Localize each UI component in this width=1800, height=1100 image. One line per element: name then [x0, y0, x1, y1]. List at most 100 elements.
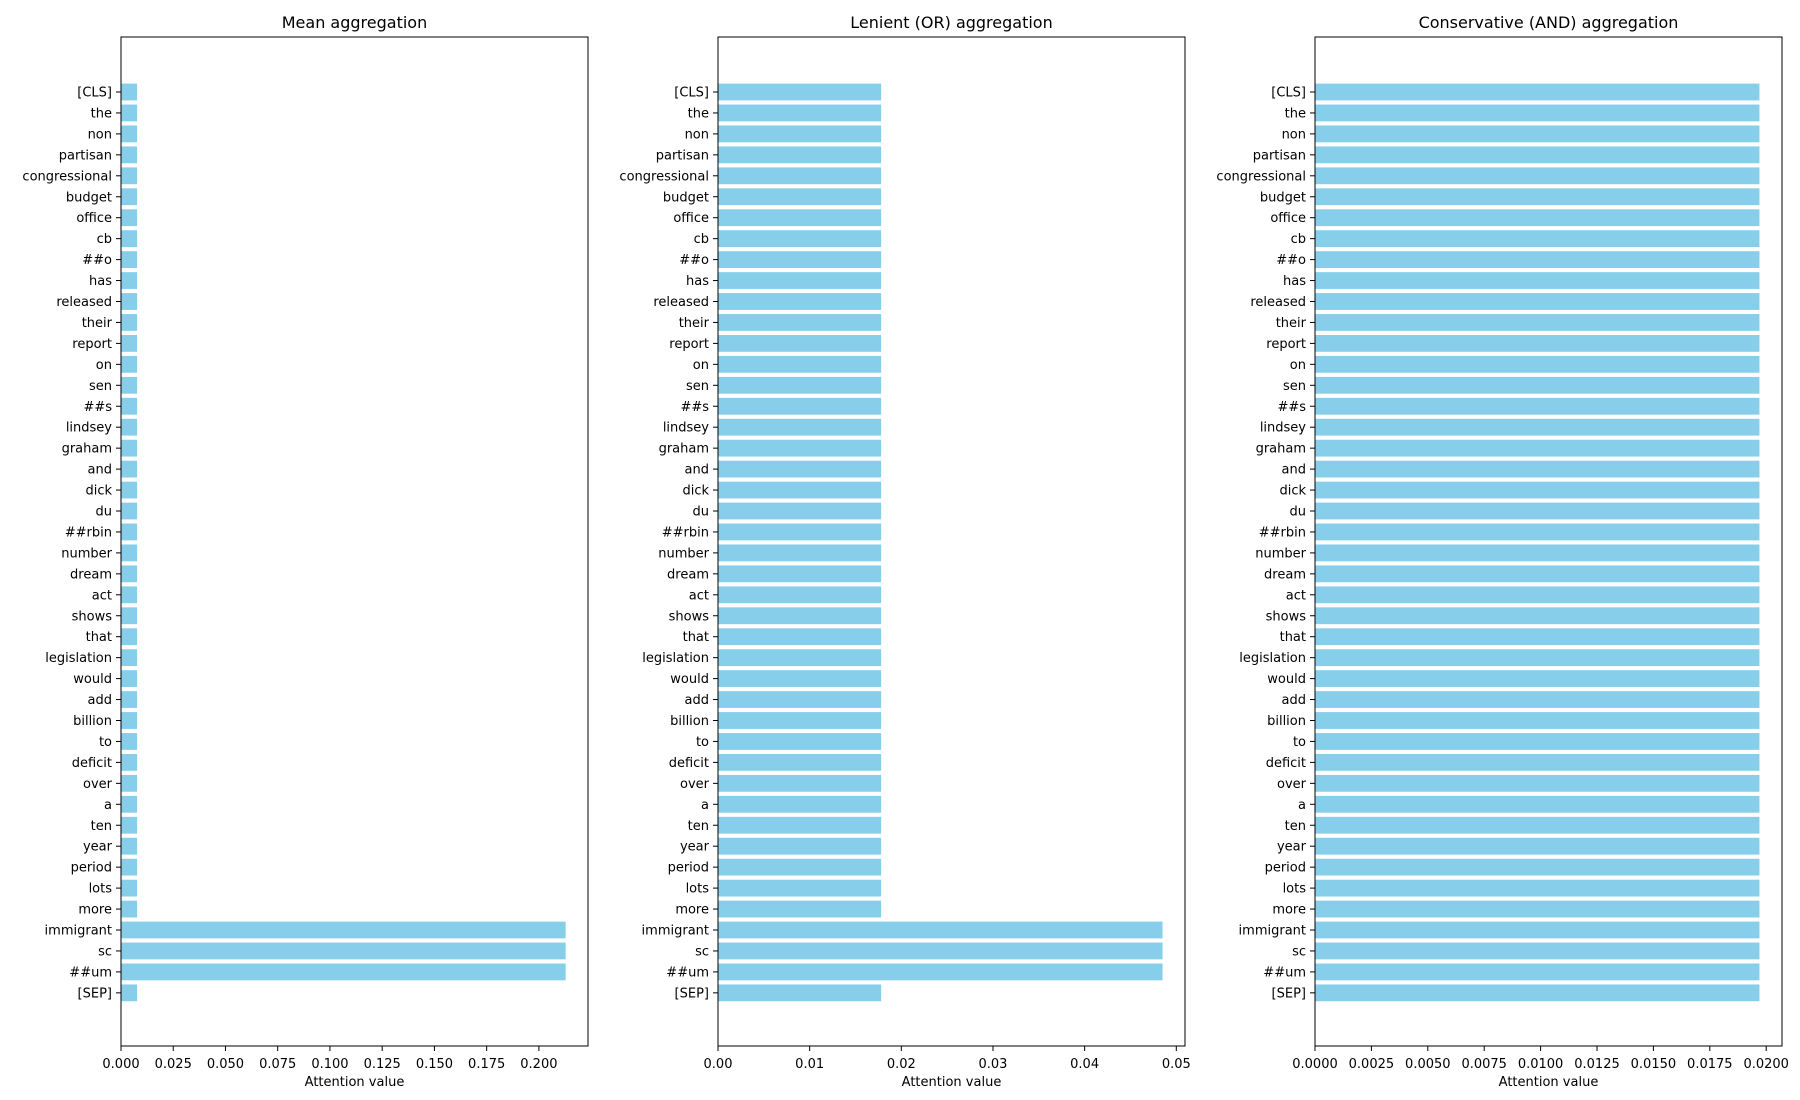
bar-shows [121, 607, 138, 625]
bar-would [718, 670, 882, 687]
y-tick-label: and [1282, 463, 1306, 478]
y-tick-label: on [96, 358, 112, 373]
y-tick-label: released [1250, 295, 1306, 310]
y-tick-label: deficit [1266, 756, 1306, 771]
bar-a [1315, 795, 1760, 813]
y-tick-label: the [91, 106, 112, 121]
bar-dick [121, 481, 138, 499]
y-tick-label: shows [72, 609, 113, 624]
bar-over [1315, 774, 1760, 792]
y-tick-label: on [693, 358, 709, 373]
y-tick-label: year [83, 840, 113, 855]
y-tick-label: report [1266, 337, 1306, 352]
bar-ten [121, 816, 138, 834]
y-tick-label: lindsey [663, 421, 709, 436]
y-tick-label: partisan [656, 148, 709, 163]
y-tick-label: number [1255, 546, 1306, 561]
y-tick-label: add [685, 693, 709, 708]
bar-deficit [1315, 754, 1760, 771]
bar-and [121, 460, 138, 478]
x-tick-label: 0.0150 [1631, 1057, 1677, 1072]
y-tick-label: non [685, 127, 709, 142]
y-tick-label: ##um [1263, 965, 1306, 980]
y-tick-label: [CLS] [1271, 86, 1306, 101]
bar-that [121, 628, 138, 646]
bar-cls [1315, 83, 1760, 101]
bar-the [1315, 104, 1760, 122]
y-tick-label: would [1267, 672, 1306, 687]
y-tick-label: du [1290, 505, 1307, 520]
bar-o [121, 251, 138, 268]
bar-sep [1315, 984, 1760, 1002]
bar-to [121, 733, 138, 750]
y-tick-label: billion [73, 714, 112, 729]
y-tick-label: du [693, 505, 710, 520]
y-tick-label: period [1265, 861, 1306, 876]
bar-their [718, 314, 882, 331]
y-tick-label: ##s [1277, 400, 1306, 415]
bar-has [1315, 272, 1760, 289]
bar-deficit [718, 754, 882, 771]
y-tick-label: budget [1260, 190, 1306, 205]
bar-that [718, 628, 882, 646]
y-tick-label: more [1272, 903, 1306, 918]
bar-rbin [121, 523, 138, 541]
x-tick-label: 0.0050 [1405, 1057, 1451, 1072]
bar-number [1315, 544, 1760, 562]
bar-more [1315, 900, 1760, 918]
y-tick-label: sc [98, 944, 112, 959]
bar-non [718, 125, 882, 143]
bar-more [121, 900, 138, 918]
bar-lots [121, 879, 138, 897]
bar-has [121, 272, 138, 289]
y-tick-label: billion [670, 714, 709, 729]
y-tick-label: non [1282, 127, 1306, 142]
x-tick-label: 0.04 [1070, 1057, 1099, 1072]
bar-legislation [121, 649, 138, 667]
bar-dream [121, 565, 138, 583]
y-tick-label: shows [669, 609, 710, 624]
y-tick-label: dick [682, 484, 709, 499]
bar-du [121, 502, 138, 520]
y-tick-label: du [96, 505, 113, 520]
bar-cb [718, 230, 882, 248]
y-tick-label: that [1280, 630, 1306, 645]
y-tick-label: and [88, 463, 112, 478]
y-tick-label: ##s [680, 400, 709, 415]
bar-add [718, 691, 882, 708]
bar-cls [121, 83, 138, 101]
y-tick-label: graham [1256, 442, 1306, 457]
y-tick-label: immigrant [45, 924, 112, 939]
y-tick-label: non [88, 127, 112, 142]
x-tick-label: 0.050 [207, 1057, 244, 1072]
x-tick-label: 0.0100 [1518, 1057, 1564, 1072]
bar-immigrant [121, 921, 566, 939]
y-tick-label: and [685, 463, 709, 478]
y-tick-label: cb [694, 232, 709, 247]
y-tick-label: lots [89, 882, 113, 897]
bar-graham [718, 439, 882, 457]
x-tick-label: 0.0200 [1743, 1057, 1789, 1072]
bar-report [718, 335, 882, 352]
y-tick-label: their [1276, 316, 1307, 331]
y-tick-label: congressional [22, 169, 112, 184]
y-tick-label: budget [66, 190, 112, 205]
y-tick-label: immigrant [1239, 924, 1306, 939]
y-tick-label: a [104, 798, 112, 813]
x-tick-label: 0.0125 [1574, 1057, 1620, 1072]
x-tick-label: 0.150 [416, 1057, 453, 1072]
y-tick-label: [CLS] [77, 86, 112, 101]
y-tick-label: a [701, 798, 709, 813]
y-tick-label: cb [1291, 232, 1306, 247]
y-tick-label: partisan [59, 148, 112, 163]
y-tick-label: [SEP] [1272, 986, 1306, 1001]
bar-office [1315, 209, 1760, 227]
y-tick-label: dream [70, 567, 112, 582]
bar-billion [121, 712, 138, 729]
bar-add [121, 691, 138, 708]
bar-immigrant [1315, 921, 1760, 939]
bar-a [121, 795, 138, 813]
x-tick-label: 0.02 [887, 1057, 916, 1072]
bar-office [718, 209, 882, 227]
